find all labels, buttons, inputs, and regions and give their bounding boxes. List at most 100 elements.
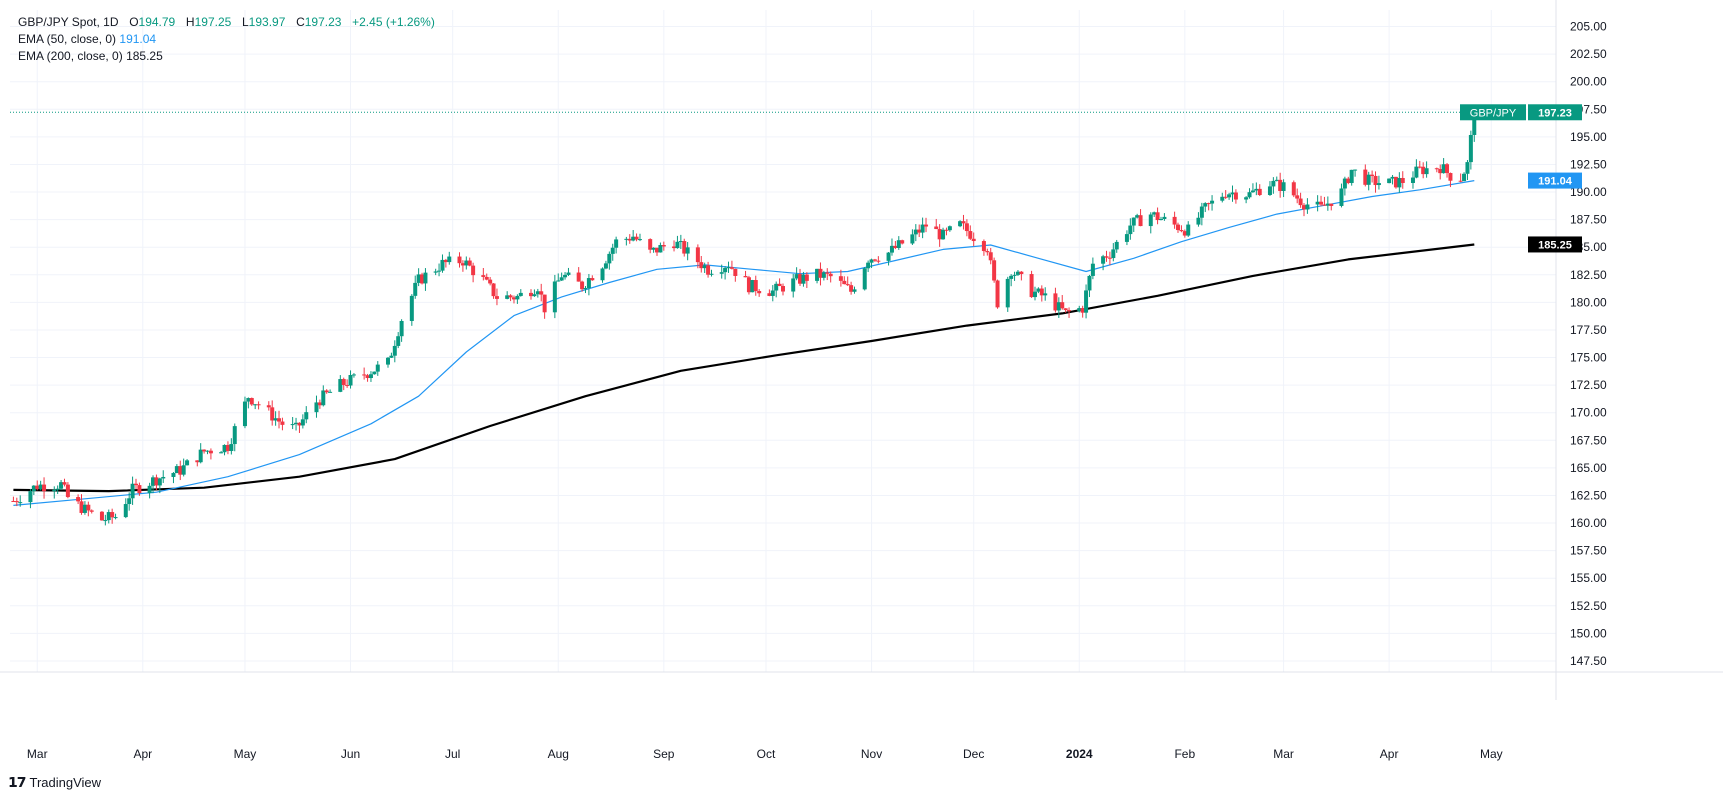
candle-body — [28, 491, 33, 503]
candle-body — [804, 274, 809, 281]
y-tick-label: 180.00 — [1570, 295, 1607, 309]
candle-body — [1176, 224, 1181, 231]
candle-body — [280, 421, 285, 425]
candle-body — [294, 422, 299, 425]
candle-body — [225, 444, 230, 451]
ema200-label: EMA (200, close, 0) — [18, 49, 123, 63]
candle-body — [586, 278, 591, 289]
y-tick-label: 182.50 — [1570, 268, 1607, 282]
candle-body — [1152, 212, 1157, 215]
candle-body — [869, 259, 874, 263]
candle-body — [222, 444, 227, 453]
candle-body — [529, 292, 534, 297]
ema200-line — [13, 243, 1475, 493]
candle-body — [845, 284, 850, 286]
candle-body — [290, 424, 295, 426]
candle-body — [375, 364, 380, 372]
y-tick-label: 160.00 — [1570, 516, 1607, 530]
x-tick-label: Apr — [133, 747, 152, 761]
candle-body — [409, 295, 414, 321]
candle-body — [798, 274, 803, 284]
candle-body — [1135, 215, 1140, 218]
candle-body — [634, 236, 639, 240]
x-tick-label: Feb — [1174, 747, 1195, 761]
candle-body — [270, 407, 275, 421]
candle-body — [872, 259, 877, 261]
candle-body — [372, 371, 377, 375]
candle-body — [362, 374, 367, 376]
candle-body — [849, 285, 854, 292]
candle-body — [1441, 164, 1446, 174]
candle-body — [1438, 169, 1443, 174]
candle-body — [1400, 177, 1405, 184]
candle-body — [99, 511, 104, 521]
candle-body — [328, 391, 333, 393]
candle-body — [368, 374, 373, 379]
candle-body — [385, 357, 390, 365]
candle-body — [266, 405, 271, 408]
x-tick-label: Mar — [1273, 747, 1294, 761]
candle-body — [610, 247, 615, 254]
candle-body — [86, 504, 91, 511]
candle-body — [348, 375, 353, 386]
candle-body — [505, 295, 510, 299]
candle-body — [699, 262, 704, 269]
y-tick-label: 205.00 — [1570, 20, 1607, 34]
candle-body — [774, 283, 779, 291]
candle-body — [1390, 176, 1395, 179]
candle-body — [1424, 168, 1429, 175]
candle-body — [1138, 215, 1143, 227]
candle-body — [1305, 204, 1310, 210]
candle-body — [757, 291, 762, 294]
candle-body — [1223, 196, 1228, 198]
candle-body — [947, 226, 952, 231]
tradingview-brand[interactable]: 𝟭𝟳 TradingView — [8, 774, 101, 791]
candle-body — [607, 253, 612, 264]
candle-body — [62, 482, 67, 485]
candle-body — [59, 482, 64, 489]
candle-body — [1315, 201, 1320, 205]
candle-body — [685, 247, 690, 254]
candle-body — [494, 296, 499, 299]
candle-body — [958, 221, 963, 227]
candle-body — [1465, 162, 1470, 174]
candle-body — [583, 288, 588, 290]
candle-body — [1393, 176, 1398, 188]
candle-body — [1124, 234, 1129, 242]
candle-body — [651, 247, 656, 250]
candle-body — [1342, 178, 1347, 189]
candle-body — [38, 484, 43, 490]
candle-body — [423, 272, 428, 284]
close-value: 197.23 — [304, 15, 342, 29]
candle-body — [1434, 168, 1439, 170]
legend-row-ema200[interactable]: EMA (200, close, 0) 185.25 — [18, 48, 435, 65]
candle-body — [1298, 198, 1303, 206]
candle-body — [202, 449, 207, 452]
tag-layer: GBP/JPY 197.23 191.04 185.25 — [1460, 104, 1582, 253]
legend-row-ema50[interactable]: EMA (50, close, 0) 191.04 — [18, 31, 435, 48]
candle-body — [256, 404, 261, 406]
candle-body — [624, 238, 629, 240]
candle-body — [110, 512, 115, 518]
candle-body — [35, 485, 40, 490]
x-tick-label: May — [234, 747, 257, 761]
ema50-value: 191.04 — [119, 32, 157, 46]
x-tick-label: Jul — [445, 747, 460, 761]
low-value: 193.97 — [248, 15, 286, 29]
candle-body — [219, 452, 224, 454]
y-tick-label: 177.50 — [1570, 323, 1607, 337]
candle-body — [147, 485, 152, 494]
candle-body — [828, 273, 833, 277]
candle-body — [65, 484, 70, 498]
candle-body — [277, 418, 282, 422]
y-tick-label: 152.50 — [1570, 599, 1607, 613]
candle-body — [229, 444, 234, 451]
candle-body — [794, 274, 799, 279]
candle-body — [1472, 112, 1477, 135]
candle-body — [195, 460, 200, 463]
ema200-layer — [13, 243, 1475, 493]
candle-body — [1376, 183, 1381, 186]
candle-body — [1397, 177, 1402, 188]
